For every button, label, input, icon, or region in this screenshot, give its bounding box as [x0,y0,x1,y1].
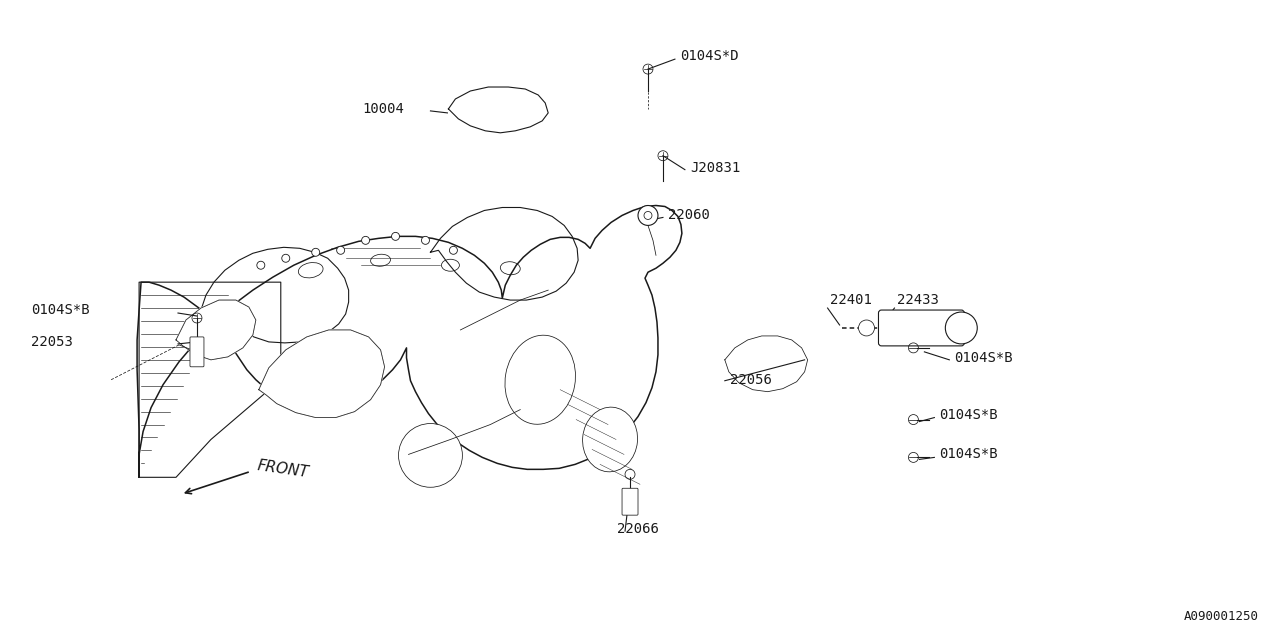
Circle shape [449,246,457,254]
Text: 22060: 22060 [668,209,710,223]
Polygon shape [177,300,256,360]
Text: FRONT: FRONT [256,458,310,481]
Text: 0104S*B: 0104S*B [31,303,90,317]
Text: 0104S*B: 0104S*B [940,408,998,422]
Text: 0104S*B: 0104S*B [940,447,998,461]
Text: 0104S*D: 0104S*D [680,49,739,63]
Text: 22401: 22401 [829,293,872,307]
Circle shape [392,232,399,241]
Circle shape [362,236,370,244]
Circle shape [282,254,289,262]
Circle shape [337,246,344,254]
FancyBboxPatch shape [878,310,964,346]
Text: J20831: J20831 [690,161,740,175]
Circle shape [398,424,462,487]
Circle shape [312,248,320,256]
Circle shape [421,236,430,244]
FancyBboxPatch shape [622,488,637,515]
Text: 22056: 22056 [730,372,772,387]
Ellipse shape [504,335,576,424]
Circle shape [257,261,265,269]
Circle shape [859,320,874,336]
Text: 22053: 22053 [31,335,73,349]
Text: A090001250: A090001250 [1184,610,1258,623]
Ellipse shape [582,407,637,472]
Text: 22066: 22066 [617,522,659,536]
Text: 22433: 22433 [897,293,940,307]
Circle shape [946,312,977,344]
Polygon shape [259,330,384,417]
Circle shape [637,205,658,225]
Text: 0104S*B: 0104S*B [955,351,1012,365]
FancyBboxPatch shape [189,337,204,367]
Text: 10004: 10004 [362,102,404,116]
